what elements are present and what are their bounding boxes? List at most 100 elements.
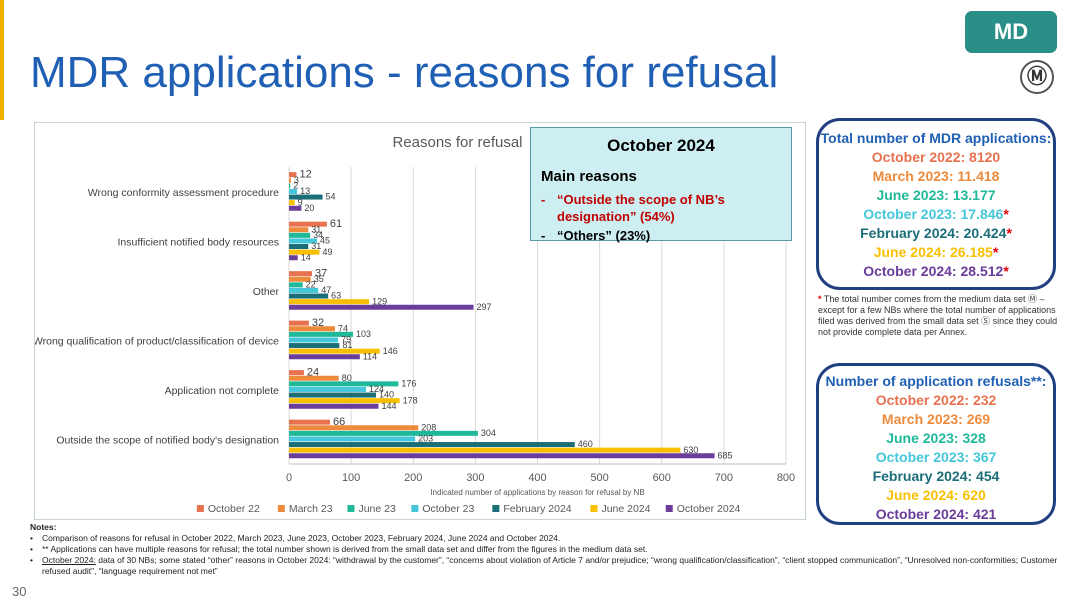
data-label: 3 (294, 175, 299, 185)
refusal-item: February 2024: 454 (872, 468, 1000, 484)
data-label: 61 (330, 218, 342, 230)
data-label: 20 (304, 203, 314, 213)
refusal-item: June 2023: 328 (886, 430, 986, 446)
bar (289, 337, 339, 343)
bar (289, 436, 416, 442)
page-number: 30 (12, 584, 27, 599)
data-label: 54 (326, 192, 336, 202)
legend-label: October 22 (208, 503, 260, 515)
bar (289, 287, 319, 293)
notes-line3: October 2024: data of 30 NBs; some state… (42, 555, 1060, 577)
legend-swatch (590, 505, 598, 512)
asterisk-mark: * (1003, 206, 1009, 222)
legend-swatch (196, 505, 204, 512)
bar (289, 227, 309, 233)
bar (289, 177, 291, 183)
data-label: 144 (381, 401, 396, 411)
data-label: 47 (321, 285, 331, 295)
data-label: 103 (356, 329, 371, 339)
legend-swatch (492, 505, 500, 512)
footnote-text: The total number comes from the medium d… (818, 294, 1058, 337)
x-tick-label: 400 (528, 472, 546, 484)
callout-dash: - (541, 192, 546, 207)
refusal-item: October 2024: 421 (875, 506, 997, 522)
legend-swatch (665, 505, 673, 512)
total-item: October 2022: 8120 (819, 148, 1053, 167)
data-label: 37 (315, 267, 327, 279)
bar (289, 343, 340, 349)
bar (289, 299, 370, 305)
category-label: Wrong conformity assessment procedure (88, 187, 279, 199)
bar (289, 331, 353, 337)
data-label: 12 (299, 168, 311, 180)
data-label: 13 (300, 186, 310, 196)
total-item: March 2023: 11.418 (819, 167, 1053, 186)
bar (289, 304, 474, 310)
total-item-text: June 2024: 26.185 (873, 244, 993, 260)
total-item-text: October 2022: 8120 (871, 149, 1001, 165)
bar (289, 232, 311, 238)
bullet-icon: • (30, 555, 33, 565)
bar (289, 392, 376, 398)
data-label: 81 (342, 340, 352, 350)
asterisk-mark: * (818, 294, 822, 304)
total-item: February 2024: 20.424* (819, 224, 1053, 243)
bar (289, 271, 312, 277)
data-label: 203 (418, 434, 433, 444)
callout-item-text: “Outside the scope of NB’s designation” … (557, 192, 725, 224)
legend-label: October 23 (422, 503, 474, 515)
legend-label: March 23 (289, 503, 333, 515)
bullet-icon: • (30, 544, 33, 554)
total-item-text: February 2024: 20.424 (860, 225, 1007, 241)
data-label: 146 (383, 346, 398, 356)
refusal-item: October 2022: 232 (875, 392, 997, 408)
refusal-item: June 2024: 620 (886, 487, 986, 503)
total-item-text: June 2023: 13.177 (876, 187, 996, 203)
bar (289, 276, 311, 282)
bar (289, 425, 419, 431)
bar (289, 293, 329, 299)
data-label: 14 (301, 252, 311, 262)
bar (289, 194, 323, 200)
data-label: 297 (477, 302, 492, 312)
data-label: 31 (311, 241, 321, 251)
legend-label: October 2024 (677, 503, 741, 515)
bar (289, 375, 339, 381)
bar (289, 188, 298, 194)
asterisk-mark: * (1006, 225, 1012, 241)
bar (289, 249, 320, 255)
total-item: June 2023: 13.177 (819, 186, 1053, 205)
data-label: 140 (379, 390, 394, 400)
data-label: 114 (363, 351, 377, 361)
data-label: 22 (306, 279, 316, 289)
notes-text: Comparison of reasons for refusal in Oct… (42, 533, 561, 543)
x-tick-label: 600 (653, 472, 671, 484)
bar (289, 200, 295, 206)
callout-dash: - (541, 228, 546, 243)
bar (289, 453, 715, 459)
x-tick-label: 100 (342, 472, 360, 484)
data-label: 2 (293, 180, 298, 190)
data-label: 304 (481, 428, 496, 438)
data-label: 31 (311, 224, 321, 234)
chart-title: Reasons for refusal (392, 134, 522, 151)
bar (289, 447, 681, 453)
bar (289, 221, 327, 227)
bar (289, 320, 309, 326)
bar (289, 381, 399, 387)
refusal-reasons-chart: Reasons for refusal 0 100 200 300 400 500 600 70… (35, 134, 795, 515)
data-label: 208 (421, 422, 436, 432)
bar (289, 430, 478, 436)
bar (289, 183, 291, 189)
data-label: 9 (298, 197, 303, 207)
data-label: 45 (320, 236, 330, 246)
total-item: October 2024: 28.512* (819, 262, 1053, 281)
bar (289, 255, 298, 261)
data-label: 35 (314, 274, 324, 284)
callout-item-text: “Others” (23%) (557, 228, 651, 243)
callout-subtitle: Main reasons (541, 168, 637, 185)
total-item: October 2023: 17.846* (819, 205, 1053, 224)
total-item-text: October 2024: 28.512 (863, 263, 1004, 279)
x-tick-label: 0 (286, 472, 292, 484)
x-tick-label: 300 (466, 472, 484, 484)
